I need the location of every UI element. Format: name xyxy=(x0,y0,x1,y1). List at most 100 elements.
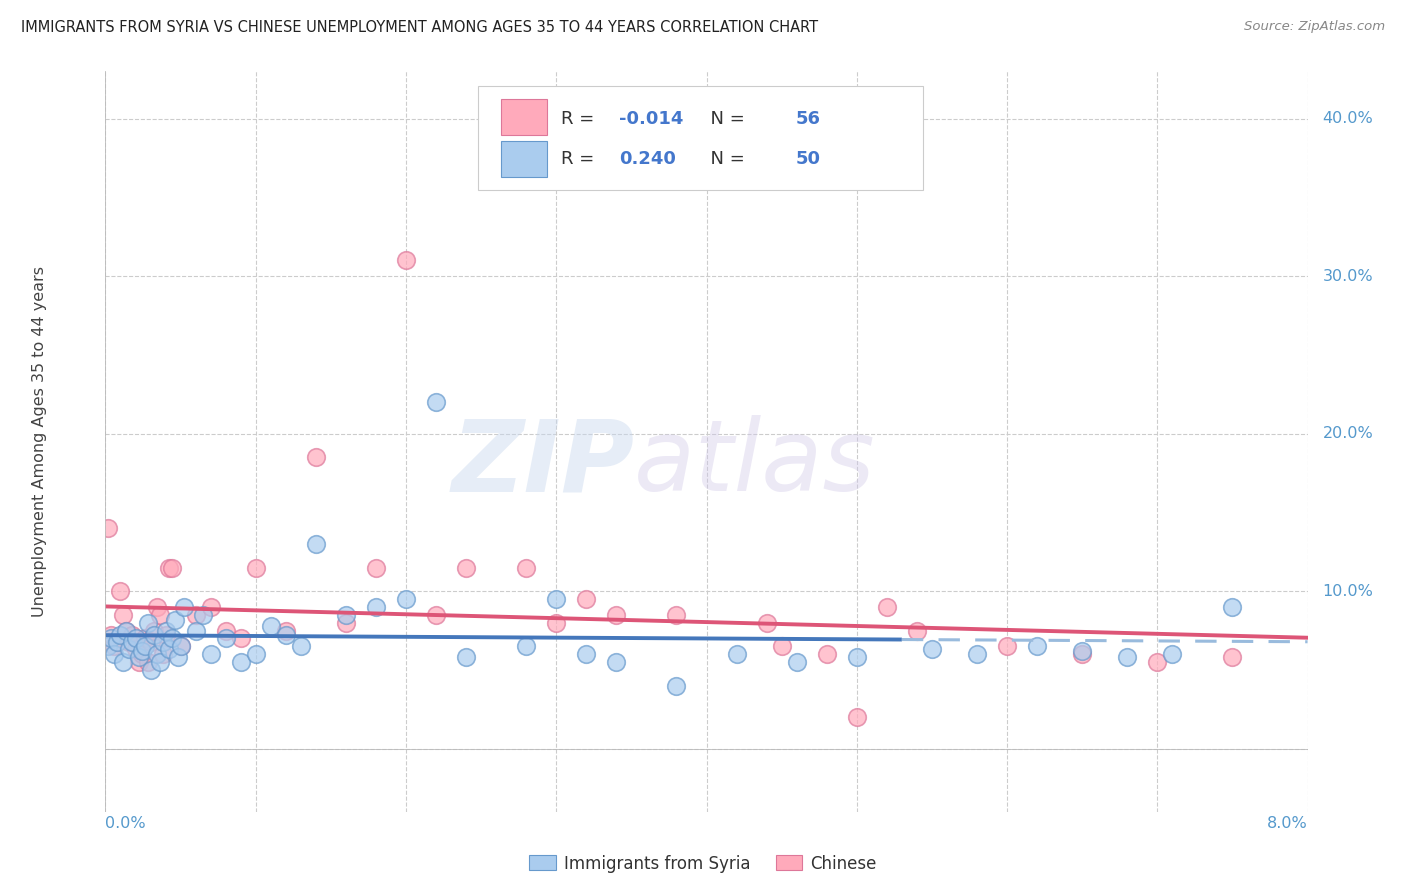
Point xyxy=(815,647,838,661)
Point xyxy=(1222,599,1244,614)
Point xyxy=(335,615,357,630)
Point xyxy=(290,640,312,654)
Point xyxy=(425,607,447,622)
Point xyxy=(100,628,122,642)
Point xyxy=(115,624,138,638)
Point xyxy=(184,607,207,622)
Text: Unemployment Among Ages 35 to 44 years: Unemployment Among Ages 35 to 44 years xyxy=(32,266,46,617)
Point xyxy=(274,624,297,638)
Point xyxy=(121,628,143,642)
Point xyxy=(131,644,153,658)
Point xyxy=(755,615,778,630)
Point xyxy=(229,655,252,669)
Point xyxy=(725,647,748,661)
Point xyxy=(155,624,177,638)
Point xyxy=(110,628,132,642)
Point xyxy=(575,647,598,661)
Point xyxy=(364,599,387,614)
Point xyxy=(546,592,568,607)
Text: Source: ZipAtlas.com: Source: ZipAtlas.com xyxy=(1244,20,1385,33)
Point xyxy=(214,624,236,638)
Point xyxy=(152,647,174,661)
Text: N =: N = xyxy=(699,110,751,128)
Point xyxy=(845,650,868,665)
Point xyxy=(245,647,267,661)
Point xyxy=(136,615,159,630)
Point xyxy=(876,599,898,614)
Point xyxy=(124,632,146,646)
Point xyxy=(115,624,138,638)
Bar xyxy=(501,142,547,177)
Point xyxy=(142,628,165,642)
Point xyxy=(921,642,943,657)
Point xyxy=(136,655,159,669)
Point xyxy=(245,560,267,574)
Point xyxy=(1161,647,1184,661)
Point xyxy=(152,634,174,648)
Point xyxy=(148,655,170,669)
Point xyxy=(305,450,328,465)
Point xyxy=(665,607,688,622)
Point xyxy=(131,647,153,661)
Point xyxy=(454,650,477,665)
Point xyxy=(1071,644,1094,658)
Point xyxy=(157,642,180,657)
Point xyxy=(786,655,808,669)
Point xyxy=(1146,655,1168,669)
Legend: Immigrants from Syria, Chinese: Immigrants from Syria, Chinese xyxy=(523,848,883,880)
Point xyxy=(515,560,537,574)
Point xyxy=(121,634,143,648)
Point xyxy=(157,560,180,574)
Point xyxy=(169,640,191,654)
Point xyxy=(515,640,537,654)
Text: 0.0%: 0.0% xyxy=(105,816,146,831)
Point xyxy=(1222,650,1244,665)
Point xyxy=(605,607,627,622)
Point xyxy=(107,634,129,648)
FancyBboxPatch shape xyxy=(478,87,922,190)
Text: 30.0%: 30.0% xyxy=(1323,268,1374,284)
Point xyxy=(173,599,195,614)
Point xyxy=(139,634,162,648)
Point xyxy=(1071,647,1094,661)
Point xyxy=(103,647,125,661)
Point xyxy=(139,663,162,677)
Point xyxy=(575,592,598,607)
Point xyxy=(148,607,170,622)
Point xyxy=(200,599,222,614)
Point xyxy=(145,647,167,661)
Point xyxy=(160,560,183,574)
Point xyxy=(200,647,222,661)
Point xyxy=(155,628,177,642)
Point xyxy=(395,592,418,607)
Point xyxy=(142,624,165,638)
Point xyxy=(305,537,328,551)
Point xyxy=(605,655,627,669)
Text: N =: N = xyxy=(699,150,751,169)
Point xyxy=(97,521,120,535)
Point xyxy=(145,599,167,614)
Text: atlas: atlas xyxy=(634,416,876,512)
Point xyxy=(103,640,125,654)
Text: 56: 56 xyxy=(796,110,821,128)
Point xyxy=(995,640,1018,654)
Point xyxy=(97,640,120,654)
Point xyxy=(665,679,688,693)
Text: R =: R = xyxy=(561,150,600,169)
Point xyxy=(124,642,146,657)
Point xyxy=(169,640,191,654)
Point xyxy=(128,650,150,665)
Text: 10.0%: 10.0% xyxy=(1323,583,1374,599)
Point xyxy=(110,584,132,599)
Point xyxy=(112,655,135,669)
Text: 20.0%: 20.0% xyxy=(1323,426,1374,442)
Point xyxy=(184,624,207,638)
Point xyxy=(134,640,156,654)
Text: IMMIGRANTS FROM SYRIA VS CHINESE UNEMPLOYMENT AMONG AGES 35 TO 44 YEARS CORRELAT: IMMIGRANTS FROM SYRIA VS CHINESE UNEMPLO… xyxy=(21,20,818,35)
Point xyxy=(1116,650,1139,665)
Point xyxy=(128,655,150,669)
Point xyxy=(274,628,297,642)
Text: 40.0%: 40.0% xyxy=(1323,112,1374,126)
Point xyxy=(546,615,568,630)
Point xyxy=(229,632,252,646)
